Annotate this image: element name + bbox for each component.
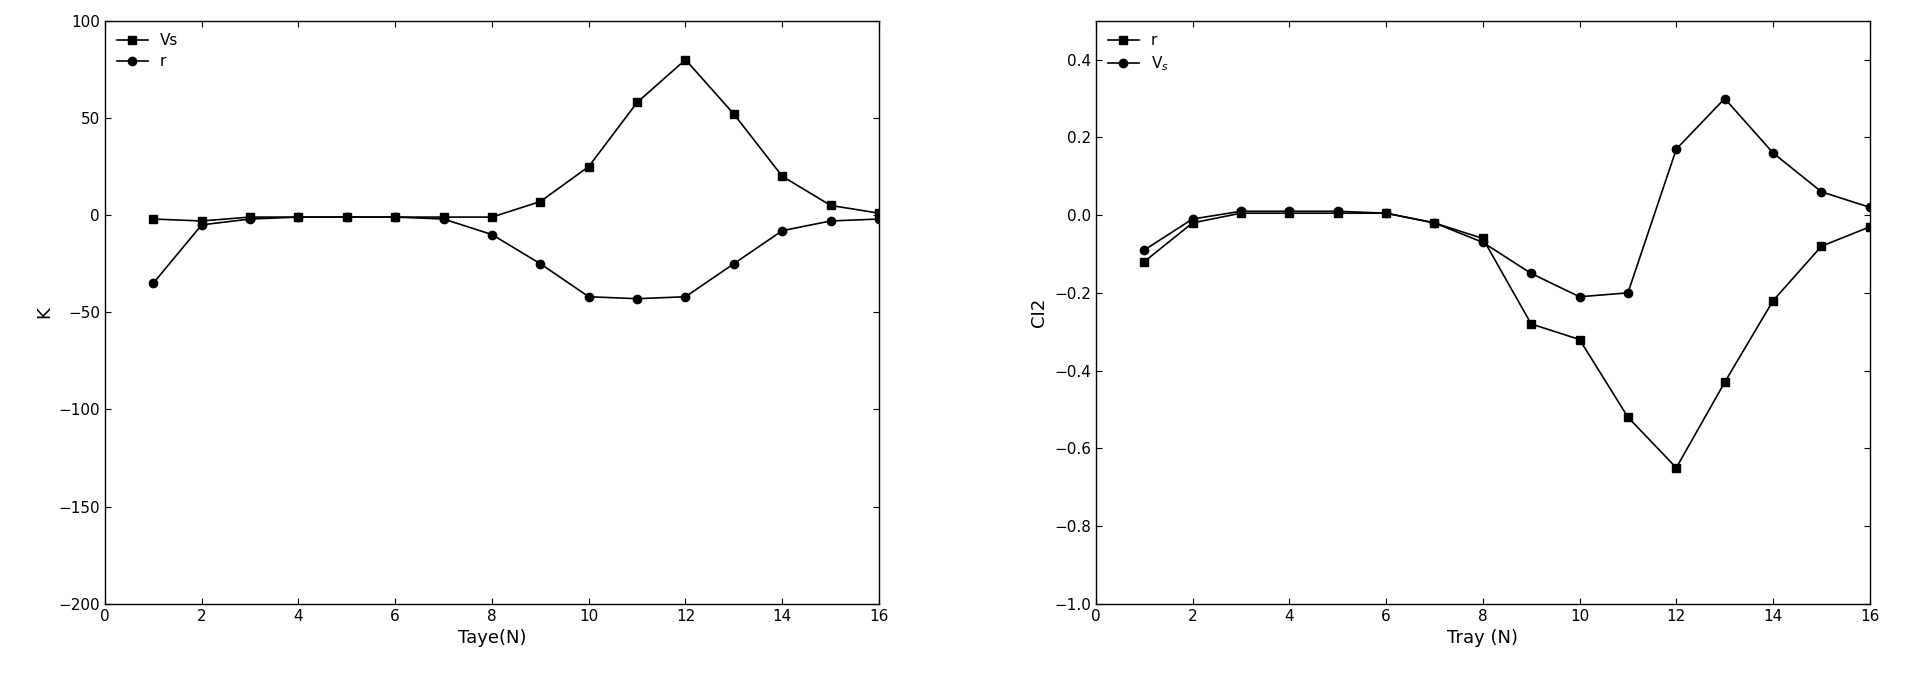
Legend: Vs, r: Vs, r [113,28,183,74]
V$_s$ [1810,187,1833,196]
r [1423,219,1446,227]
Y-axis label: K: K [34,307,53,318]
V$_s$ [1133,246,1156,254]
Vs [818,201,841,210]
X-axis label: Tray (N): Tray (N) [1447,629,1518,648]
Line: V$_s$: V$_s$ [1138,94,1873,301]
V$_s$ [1520,269,1543,278]
Vs [336,213,359,221]
X-axis label: Taye(N): Taye(N) [458,629,526,648]
Vs [141,215,164,223]
r [1228,209,1251,217]
V$_s$ [1423,219,1446,227]
Line: Vs: Vs [149,56,883,225]
r [141,279,164,287]
r [481,230,503,239]
r [578,293,601,301]
r [238,215,261,223]
r [383,213,406,221]
Y-axis label: CI2: CI2 [1030,298,1047,327]
r [1665,464,1688,472]
r [1325,209,1348,217]
r [1568,335,1590,344]
Vs [868,209,891,217]
V$_s$ [1325,207,1348,215]
Legend: r, V$_s$: r, V$_s$ [1102,28,1173,78]
Vs [191,217,214,225]
V$_s$ [1470,238,1493,246]
Line: r: r [1138,209,1873,472]
Vs [238,213,261,221]
r [1373,209,1396,217]
V$_s$ [1373,209,1396,217]
r [1278,209,1301,217]
r [1810,242,1833,251]
r [1520,320,1543,328]
r [1133,257,1156,266]
r [818,217,841,225]
V$_s$ [1278,207,1301,215]
V$_s$ [1712,94,1735,103]
V$_s$ [1180,215,1203,223]
r [1712,378,1735,387]
r [1857,223,1880,231]
Vs [383,213,406,221]
r [723,260,746,268]
V$_s$ [1857,203,1880,212]
r [1470,235,1493,243]
r [770,226,793,235]
V$_s$ [1665,145,1688,153]
Vs [578,162,601,171]
V$_s$ [1760,149,1783,157]
Line: r: r [149,213,883,303]
r [868,215,891,223]
r [1760,296,1783,305]
r [673,293,696,301]
r [528,260,551,268]
r [286,213,309,221]
Vs [673,56,696,64]
r [1615,413,1638,421]
V$_s$ [1615,289,1638,297]
r [1180,219,1203,227]
Vs [625,99,648,107]
r [336,213,359,221]
Vs [528,197,551,205]
r [191,221,214,229]
r [431,215,454,223]
r [625,294,648,303]
Vs [481,213,503,221]
Vs [286,213,309,221]
Vs [431,213,454,221]
Vs [723,110,746,118]
V$_s$ [1568,293,1590,301]
V$_s$ [1228,207,1251,215]
Vs [770,172,793,180]
